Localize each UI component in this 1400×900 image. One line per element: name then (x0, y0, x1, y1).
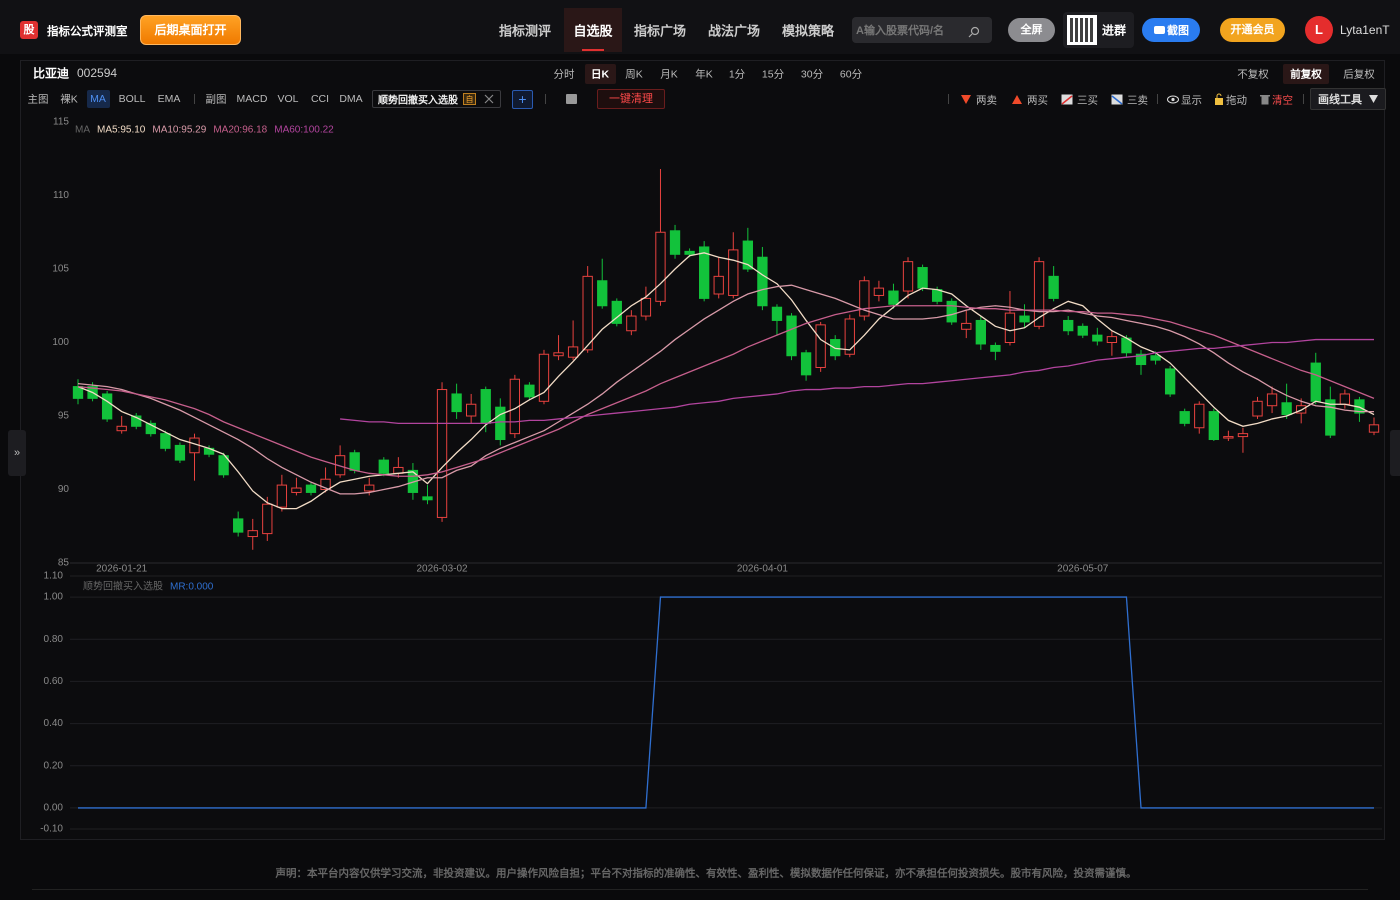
fullscreen-button[interactable]: 全屏 (1008, 18, 1055, 42)
save-icon[interactable] (566, 94, 577, 104)
indicator[interactable]: 裸K (60, 93, 78, 106)
period[interactable]: 1分 (728, 68, 746, 81)
separator (948, 94, 949, 104)
screenshot-button[interactable] (1142, 18, 1200, 42)
period[interactable]: 月K (660, 68, 678, 81)
membership-button[interactable]: 开通会员 (1220, 18, 1285, 42)
open-desktop-button[interactable]: 后期桌面打开 (140, 15, 241, 45)
draw-mark[interactable]: 三卖 (1127, 94, 1148, 107)
nav-active-bg (564, 8, 622, 52)
indicator[interactable]: 主图 (27, 93, 49, 106)
draw-mark[interactable]: 两卖 (976, 94, 997, 107)
nav-item[interactable]: 模拟策略 (781, 23, 835, 39)
period[interactable]: 年K (695, 68, 713, 81)
view-option[interactable]: 显示 (1181, 94, 1202, 107)
draw-mark[interactable]: 三买 (1077, 94, 1098, 107)
nav-underline (582, 49, 604, 51)
draw-mark[interactable]: 两买 (1027, 94, 1048, 107)
sell3-icon (1111, 94, 1123, 105)
camera-icon (1154, 26, 1165, 34)
period[interactable]: 15分 (761, 68, 785, 81)
sell-icon (961, 95, 971, 104)
separator (545, 94, 546, 104)
site-title: 指标公式评测室 (47, 26, 128, 38)
buy-icon (1012, 95, 1022, 104)
stock-name: 比亚迪 (33, 66, 70, 81)
screenshot-label[interactable]: 截图 (1167, 25, 1189, 37)
indicator[interactable]: DMA (339, 93, 363, 105)
nav-item[interactable]: 战法广场 (707, 23, 761, 39)
draw-tool-button[interactable] (1310, 88, 1386, 110)
period[interactable]: 分时 (553, 68, 575, 81)
right-toggle[interactable] (1390, 430, 1400, 476)
clear-all-button[interactable]: 一键清理 (597, 89, 665, 109)
left-toggle[interactable]: » (8, 430, 26, 476)
join-group[interactable]: 进群 (1102, 23, 1127, 38)
indicator[interactable]: MACD (236, 93, 268, 105)
indicator[interactable]: MA (90, 93, 106, 105)
nav-item[interactable]: 指标广场 (633, 23, 687, 39)
period[interactable]: 周K (625, 68, 643, 81)
trash-icon (1260, 95, 1270, 105)
dropdown-icon (1369, 95, 1378, 103)
indicator[interactable]: VOL (277, 93, 299, 105)
avatar[interactable]: L (1305, 16, 1333, 44)
eye-icon (1167, 95, 1179, 104)
adjustment[interactable]: 前复权 (1290, 68, 1322, 81)
footer-line (32, 889, 1368, 890)
indicator[interactable]: BOLL (118, 93, 146, 105)
period-active-bg (585, 64, 616, 84)
period[interactable]: 60分 (839, 68, 863, 81)
search-box[interactable] (852, 17, 992, 43)
chart-panel (20, 60, 1385, 840)
buy3-icon (1061, 94, 1073, 105)
formula-badge: 自 (463, 93, 476, 105)
add-button[interactable]: + (512, 90, 533, 109)
view-option[interactable]: 清空 (1272, 94, 1293, 107)
disclaimer: 声明：本平台内容仅供学习交流，非投资建议。用户操作风险自担；平台不对指标的准确性… (275, 867, 1137, 880)
view-option[interactable]: 拖动 (1226, 94, 1247, 107)
lock-icon (1215, 93, 1223, 105)
period[interactable]: 日K (590, 68, 610, 81)
indicator-active-bg (87, 90, 110, 108)
search-placeholder: A输入股票代码/名 (856, 25, 944, 37)
period[interactable]: 30分 (800, 68, 824, 81)
qr-code (1067, 15, 1097, 45)
separator (1157, 94, 1158, 104)
username[interactable]: Lyta1enT (1340, 23, 1390, 37)
logo[interactable]: 股 (20, 21, 38, 39)
nav-item[interactable]: 自选股 (573, 23, 613, 39)
formula-tag-label: 顺势回撤买入选股 (378, 95, 458, 107)
indicator[interactable]: CCI (310, 93, 330, 105)
close-icon[interactable] (484, 94, 494, 104)
formula-tag[interactable] (372, 90, 501, 108)
separator (1303, 94, 1304, 104)
separator (194, 94, 195, 104)
draw-tool-label: 画线工具 (1318, 94, 1362, 106)
stock-code: 002594 (77, 66, 118, 80)
adjustment[interactable]: 后复权 (1343, 68, 1375, 81)
adjustment[interactable]: 不复权 (1237, 68, 1269, 81)
nav-item[interactable]: 指标测评 (498, 23, 552, 39)
indicator[interactable]: 副图 (205, 93, 227, 106)
indicator[interactable]: EMA (157, 93, 181, 105)
adjust-active-bg (1283, 64, 1329, 84)
